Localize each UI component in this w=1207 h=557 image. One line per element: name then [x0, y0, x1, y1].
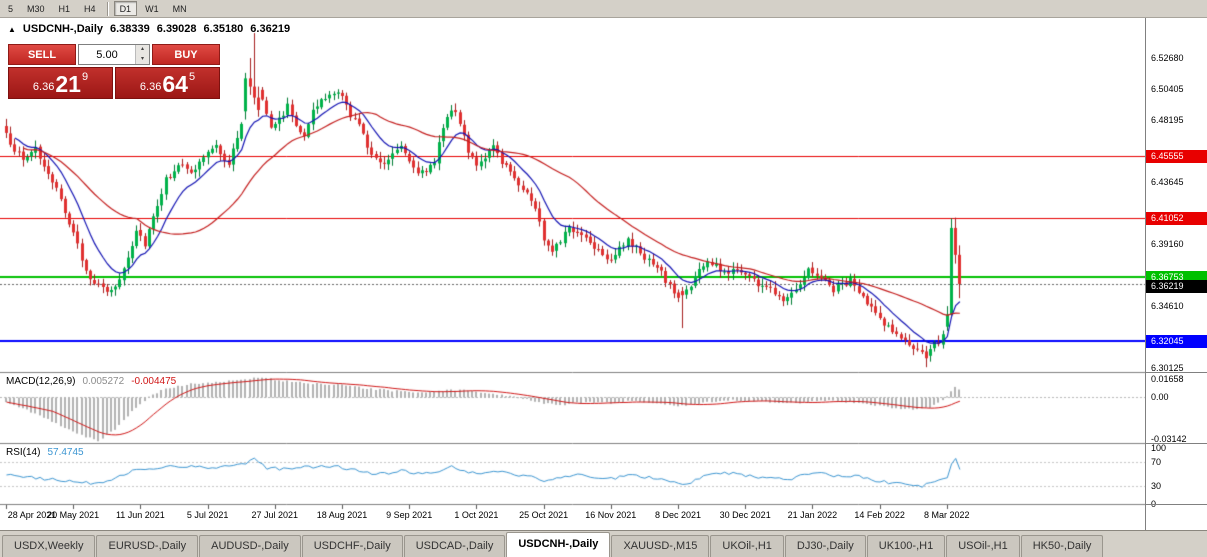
- rsi-name: RSI(14): [6, 447, 41, 458]
- price-tick: 6.43645: [1151, 177, 1184, 188]
- one-click-panel-toggle-icon[interactable]: ▲: [8, 24, 16, 34]
- ohlc-close: 6.36219: [250, 23, 291, 35]
- buy-price-pips: 64: [162, 71, 188, 97]
- one-click-trading-panel: SELL ▴ ▾ BUY 6.36 21 9 6.36: [8, 44, 220, 99]
- date-label: 28 Apr 2021: [7, 510, 57, 520]
- spinner-down-icon: ▾: [140, 55, 144, 62]
- timeframe-button-5[interactable]: 5: [2, 1, 19, 16]
- volume-field: ▴ ▾: [78, 44, 150, 65]
- price-tick: 6.52680: [1151, 53, 1184, 64]
- chart-title: ▲ USDCNH-,Daily 6.38339 6.39028 6.35180 …: [8, 23, 290, 35]
- date-label: 8 Mar 2022: [924, 510, 970, 520]
- date-label: 14 Feb 2022: [854, 510, 905, 520]
- rsi-axis-value: 70: [1151, 457, 1162, 467]
- buy-button[interactable]: BUY: [152, 44, 220, 65]
- chart-tab-eurusd-daily[interactable]: EURUSD-,Daily: [96, 535, 199, 557]
- price-scale[interactable]: 6.52680 6.50405 6.48195 6.43645 6.39160 6.346…: [1145, 18, 1207, 530]
- sell-price-display[interactable]: 6.36 21 9: [8, 67, 113, 99]
- chart-tab-audusd-daily[interactable]: AUDUSD-,Daily: [199, 535, 301, 557]
- price-tick: 6.30125: [1151, 362, 1184, 373]
- buy-price-big-figure: 6.36: [139, 81, 162, 93]
- toolbar-separator: [106, 1, 109, 16]
- chart-tab-dj30-daily[interactable]: DJ30-,Daily: [784, 535, 866, 557]
- chart-tab-uk100-h1[interactable]: UK100-,H1: [866, 535, 946, 557]
- price-level-badge: 6.41052: [1146, 211, 1207, 225]
- buy-price-point: 5: [188, 71, 196, 83]
- timeframe-button-h4[interactable]: H4: [78, 1, 102, 16]
- rsi-value: 57.4745: [47, 447, 84, 458]
- volume-decrease-button[interactable]: ▾: [136, 54, 149, 64]
- sell-price-big-figure: 6.36: [32, 81, 55, 93]
- chart-tab-usdx-weekly[interactable]: USDX,Weekly: [2, 535, 96, 557]
- timeframe-button-m30[interactable]: M30: [21, 1, 51, 16]
- date-label: 9 Sep 2021: [386, 510, 433, 520]
- timeframe-button-h1[interactable]: H1: [53, 1, 77, 16]
- price-level-badge: 6.45555: [1146, 149, 1207, 163]
- macd-value: 0.005272: [82, 376, 125, 387]
- sell-price-pips: 21: [55, 71, 81, 97]
- date-label: 21 Jan 2022: [787, 510, 838, 520]
- chart-tab-usdcad-daily[interactable]: USDCAD-,Daily: [403, 535, 506, 557]
- price-chart-canvas[interactable]: [0, 18, 1145, 530]
- date-label: 16 Nov 2021: [585, 510, 637, 520]
- date-label: 20 May 2021: [47, 510, 100, 520]
- pane-separator[interactable]: [1146, 443, 1207, 444]
- volume-input[interactable]: [79, 45, 135, 64]
- rsi-axis-value: 100: [1151, 443, 1167, 453]
- chart-tab-ukoil-h1[interactable]: UKOil-,H1: [710, 535, 784, 557]
- price-level-badge: 6.32045: [1146, 335, 1207, 349]
- macd-axis-value: -0.03142: [1151, 434, 1187, 444]
- chart-tab-xauusd-m15[interactable]: XAUUSD-,M15: [611, 535, 710, 557]
- volume-spinner: ▴ ▾: [135, 45, 149, 64]
- volume-increase-button[interactable]: ▴: [136, 45, 149, 55]
- timeframe-toolbar: 5 M30 H1 H4 D1 W1 MN: [0, 0, 1207, 18]
- price-tick: 6.50405: [1151, 84, 1184, 95]
- timeframe-button-mn[interactable]: MN: [167, 1, 193, 16]
- pane-separator[interactable]: [1146, 372, 1207, 373]
- chart-tab-usoil-h1[interactable]: USOil-,H1: [946, 535, 1020, 557]
- chart-tab-hk50-daily[interactable]: HK50-,Daily: [1020, 535, 1104, 557]
- date-label: 25 Oct 2021: [519, 510, 569, 520]
- date-label: 1 Oct 2021: [454, 510, 499, 520]
- price-tick: 6.34610: [1151, 301, 1184, 311]
- macd-indicator-label: MACD(12,26,9) 0.005272 -0.004475: [6, 376, 176, 387]
- date-label: 30 Dec 2021: [719, 510, 771, 520]
- macd-signal-value: -0.004475: [131, 376, 177, 387]
- chart-tab-usdchf-daily[interactable]: USDCHF-,Daily: [301, 535, 403, 557]
- date-label: 5 Jul 2021: [186, 510, 229, 520]
- pane-separator[interactable]: [1146, 504, 1207, 505]
- timeframe-button-w1[interactable]: W1: [139, 1, 165, 16]
- chart-tab-usdcnh-daily[interactable]: USDCNH-,Daily: [506, 532, 611, 557]
- timeframe-button-d1[interactable]: D1: [113, 1, 138, 16]
- macd-axis-value: 0.00: [1151, 392, 1169, 403]
- ohlc-high: 6.39028: [156, 23, 197, 35]
- date-label: 11 Jun 2021: [115, 510, 165, 520]
- macd-axis-value: 0.01658: [1151, 374, 1184, 384]
- buy-price-display[interactable]: 6.36 64 5: [115, 67, 220, 99]
- chart-tab-bar: USDX,Weekly EURUSD-,Daily AUDUSD-,Daily USD…: [0, 530, 1207, 557]
- ohlc-low: 6.35180: [203, 23, 244, 35]
- date-label: 27 Jul 2021: [251, 510, 299, 520]
- ohlc-open: 6.38339: [110, 23, 150, 35]
- rsi-axis-value: 30: [1151, 481, 1162, 491]
- date-label: 8 Dec 2021: [654, 510, 702, 520]
- spinner-up-icon: ▴: [140, 46, 144, 53]
- sell-button[interactable]: SELL: [8, 44, 76, 65]
- sell-price-point: 9: [81, 71, 89, 83]
- date-label: 18 Aug 2021: [316, 510, 368, 520]
- chart-symbol-period: USDCNH-,Daily: [22, 23, 103, 35]
- macd-name: MACD(12,26,9): [6, 376, 76, 387]
- chart-window: ▲ USDCNH-,Daily 6.38339 6.39028 6.35180 …: [0, 18, 1207, 530]
- current-price-badge: 6.36219: [1146, 279, 1207, 293]
- rsi-indicator-label: RSI(14) 57.4745: [6, 447, 84, 458]
- price-tick: 6.39160: [1151, 238, 1184, 249]
- price-tick: 6.48195: [1151, 114, 1184, 125]
